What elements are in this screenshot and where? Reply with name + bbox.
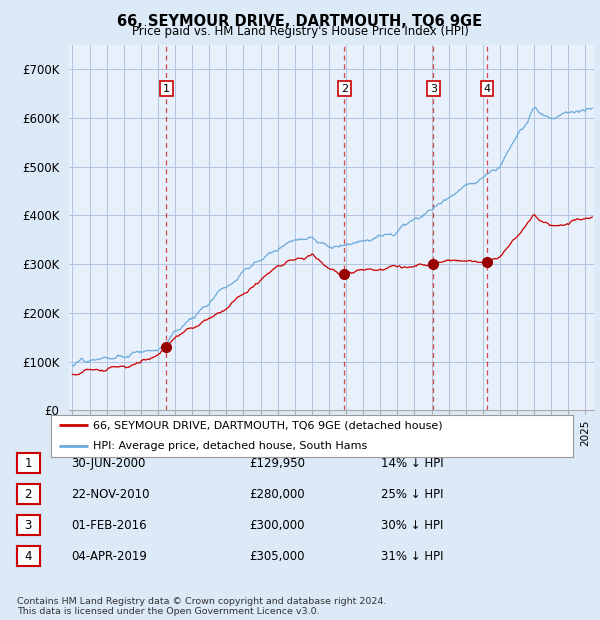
Text: 66, SEYMOUR DRIVE, DARTMOUTH, TQ6 9GE (detached house): 66, SEYMOUR DRIVE, DARTMOUTH, TQ6 9GE (d… [93,420,442,430]
Text: 2: 2 [341,84,348,94]
Text: This data is licensed under the Open Government Licence v3.0.: This data is licensed under the Open Gov… [17,606,319,616]
Text: Contains HM Land Registry data © Crown copyright and database right 2024.: Contains HM Land Registry data © Crown c… [17,597,386,606]
Text: 04-APR-2019: 04-APR-2019 [71,550,146,562]
Text: £280,000: £280,000 [249,488,305,500]
Text: 3: 3 [25,519,32,531]
Text: 66, SEYMOUR DRIVE, DARTMOUTH, TQ6 9GE: 66, SEYMOUR DRIVE, DARTMOUTH, TQ6 9GE [118,14,482,29]
Text: 30-JUN-2000: 30-JUN-2000 [71,457,145,469]
Text: HPI: Average price, detached house, South Hams: HPI: Average price, detached house, Sout… [93,441,367,451]
Text: 31% ↓ HPI: 31% ↓ HPI [381,550,443,562]
Text: £300,000: £300,000 [249,519,305,531]
Text: 2: 2 [25,488,32,500]
Text: 1: 1 [163,84,170,94]
Text: 14% ↓ HPI: 14% ↓ HPI [381,457,443,469]
Text: 3: 3 [430,84,437,94]
Text: 4: 4 [484,84,491,94]
Text: 25% ↓ HPI: 25% ↓ HPI [381,488,443,500]
Text: £129,950: £129,950 [249,457,305,469]
Text: 4: 4 [25,550,32,562]
Text: 22-NOV-2010: 22-NOV-2010 [71,488,149,500]
Text: £305,000: £305,000 [249,550,305,562]
Text: 30% ↓ HPI: 30% ↓ HPI [381,519,443,531]
Text: 1: 1 [25,457,32,469]
Text: Price paid vs. HM Land Registry's House Price Index (HPI): Price paid vs. HM Land Registry's House … [131,25,469,38]
Text: 01-FEB-2016: 01-FEB-2016 [71,519,146,531]
